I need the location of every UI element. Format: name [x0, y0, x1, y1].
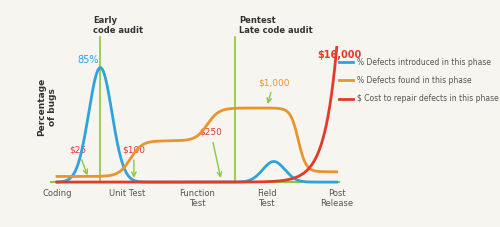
Text: $250: $250	[200, 128, 222, 177]
Text: Pentest
Late code audit: Pentest Late code audit	[239, 16, 312, 35]
Text: Early
code audit: Early code audit	[94, 16, 144, 35]
Y-axis label: Percentage
of bugs: Percentage of bugs	[38, 78, 57, 136]
Text: $100: $100	[122, 146, 146, 176]
Legend: % Defects introduced in this phase, % Defects found in this phase, $ Cost to rep: % Defects introduced in this phase, % De…	[336, 55, 500, 106]
Text: $16,000: $16,000	[317, 50, 362, 60]
Text: $1,000: $1,000	[258, 78, 290, 103]
Text: 85%: 85%	[77, 55, 98, 65]
Text: $25: $25	[70, 146, 87, 174]
